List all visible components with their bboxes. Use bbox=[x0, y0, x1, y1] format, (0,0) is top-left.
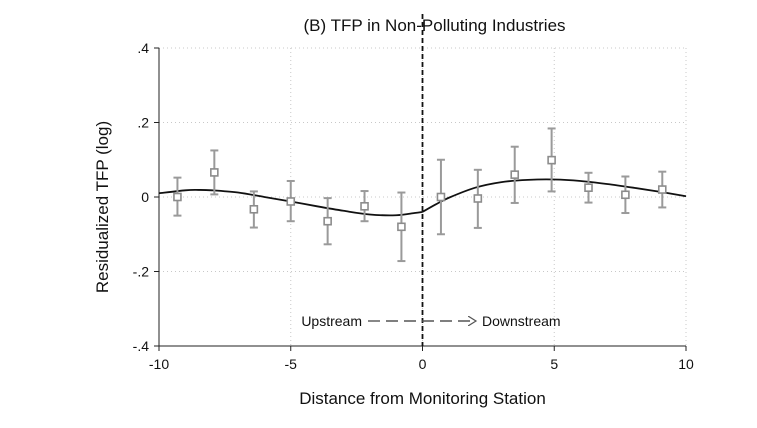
x-tick-label: 10 bbox=[678, 356, 694, 372]
point-marker bbox=[473, 194, 483, 203]
data-point bbox=[657, 170, 667, 209]
data-point bbox=[584, 171, 593, 204]
x-tick-label: -10 bbox=[149, 356, 169, 372]
point-marker bbox=[360, 202, 369, 211]
data-point bbox=[286, 179, 296, 223]
data-point bbox=[621, 175, 630, 215]
point-marker bbox=[547, 155, 556, 165]
point-marker bbox=[510, 170, 520, 179]
data-point bbox=[473, 168, 483, 229]
upstream-label: Upstream bbox=[301, 313, 362, 329]
data-point bbox=[173, 176, 182, 217]
data-point bbox=[510, 145, 520, 204]
data-point bbox=[323, 197, 332, 246]
y-axis-title: Residualized TFP (log) bbox=[93, 121, 112, 293]
chart-title: (B) TFP in Non-Polluting Industries bbox=[304, 16, 566, 35]
x-tick-label: 0 bbox=[419, 356, 427, 372]
x-tick-label: -5 bbox=[285, 356, 298, 372]
point-marker bbox=[323, 216, 332, 226]
y-tick-label: .2 bbox=[137, 115, 149, 131]
fit-curve-right bbox=[422, 178, 687, 213]
data-point bbox=[360, 190, 369, 223]
y-tick-label: -.2 bbox=[133, 264, 150, 280]
x-axis-title: Distance from Monitoring Station bbox=[299, 389, 546, 408]
data-point bbox=[436, 158, 446, 236]
y-tick-label: .4 bbox=[137, 40, 149, 56]
point-marker bbox=[397, 222, 406, 232]
point-marker bbox=[210, 168, 219, 177]
x-tick-label: 5 bbox=[550, 356, 558, 372]
point-marker bbox=[621, 190, 630, 200]
data-point bbox=[547, 127, 556, 193]
y-tick-label: 0 bbox=[141, 189, 149, 205]
point-marker bbox=[286, 197, 296, 206]
point-marker bbox=[173, 192, 182, 202]
data-point bbox=[210, 149, 219, 196]
y-tick-label: -.4 bbox=[133, 338, 150, 354]
point-marker bbox=[584, 183, 593, 192]
data-point bbox=[397, 191, 406, 263]
point-marker bbox=[657, 185, 667, 194]
downstream-label: Downstream bbox=[482, 313, 561, 329]
point-marker bbox=[436, 192, 446, 202]
data-point bbox=[249, 190, 259, 229]
point-marker bbox=[249, 204, 259, 214]
